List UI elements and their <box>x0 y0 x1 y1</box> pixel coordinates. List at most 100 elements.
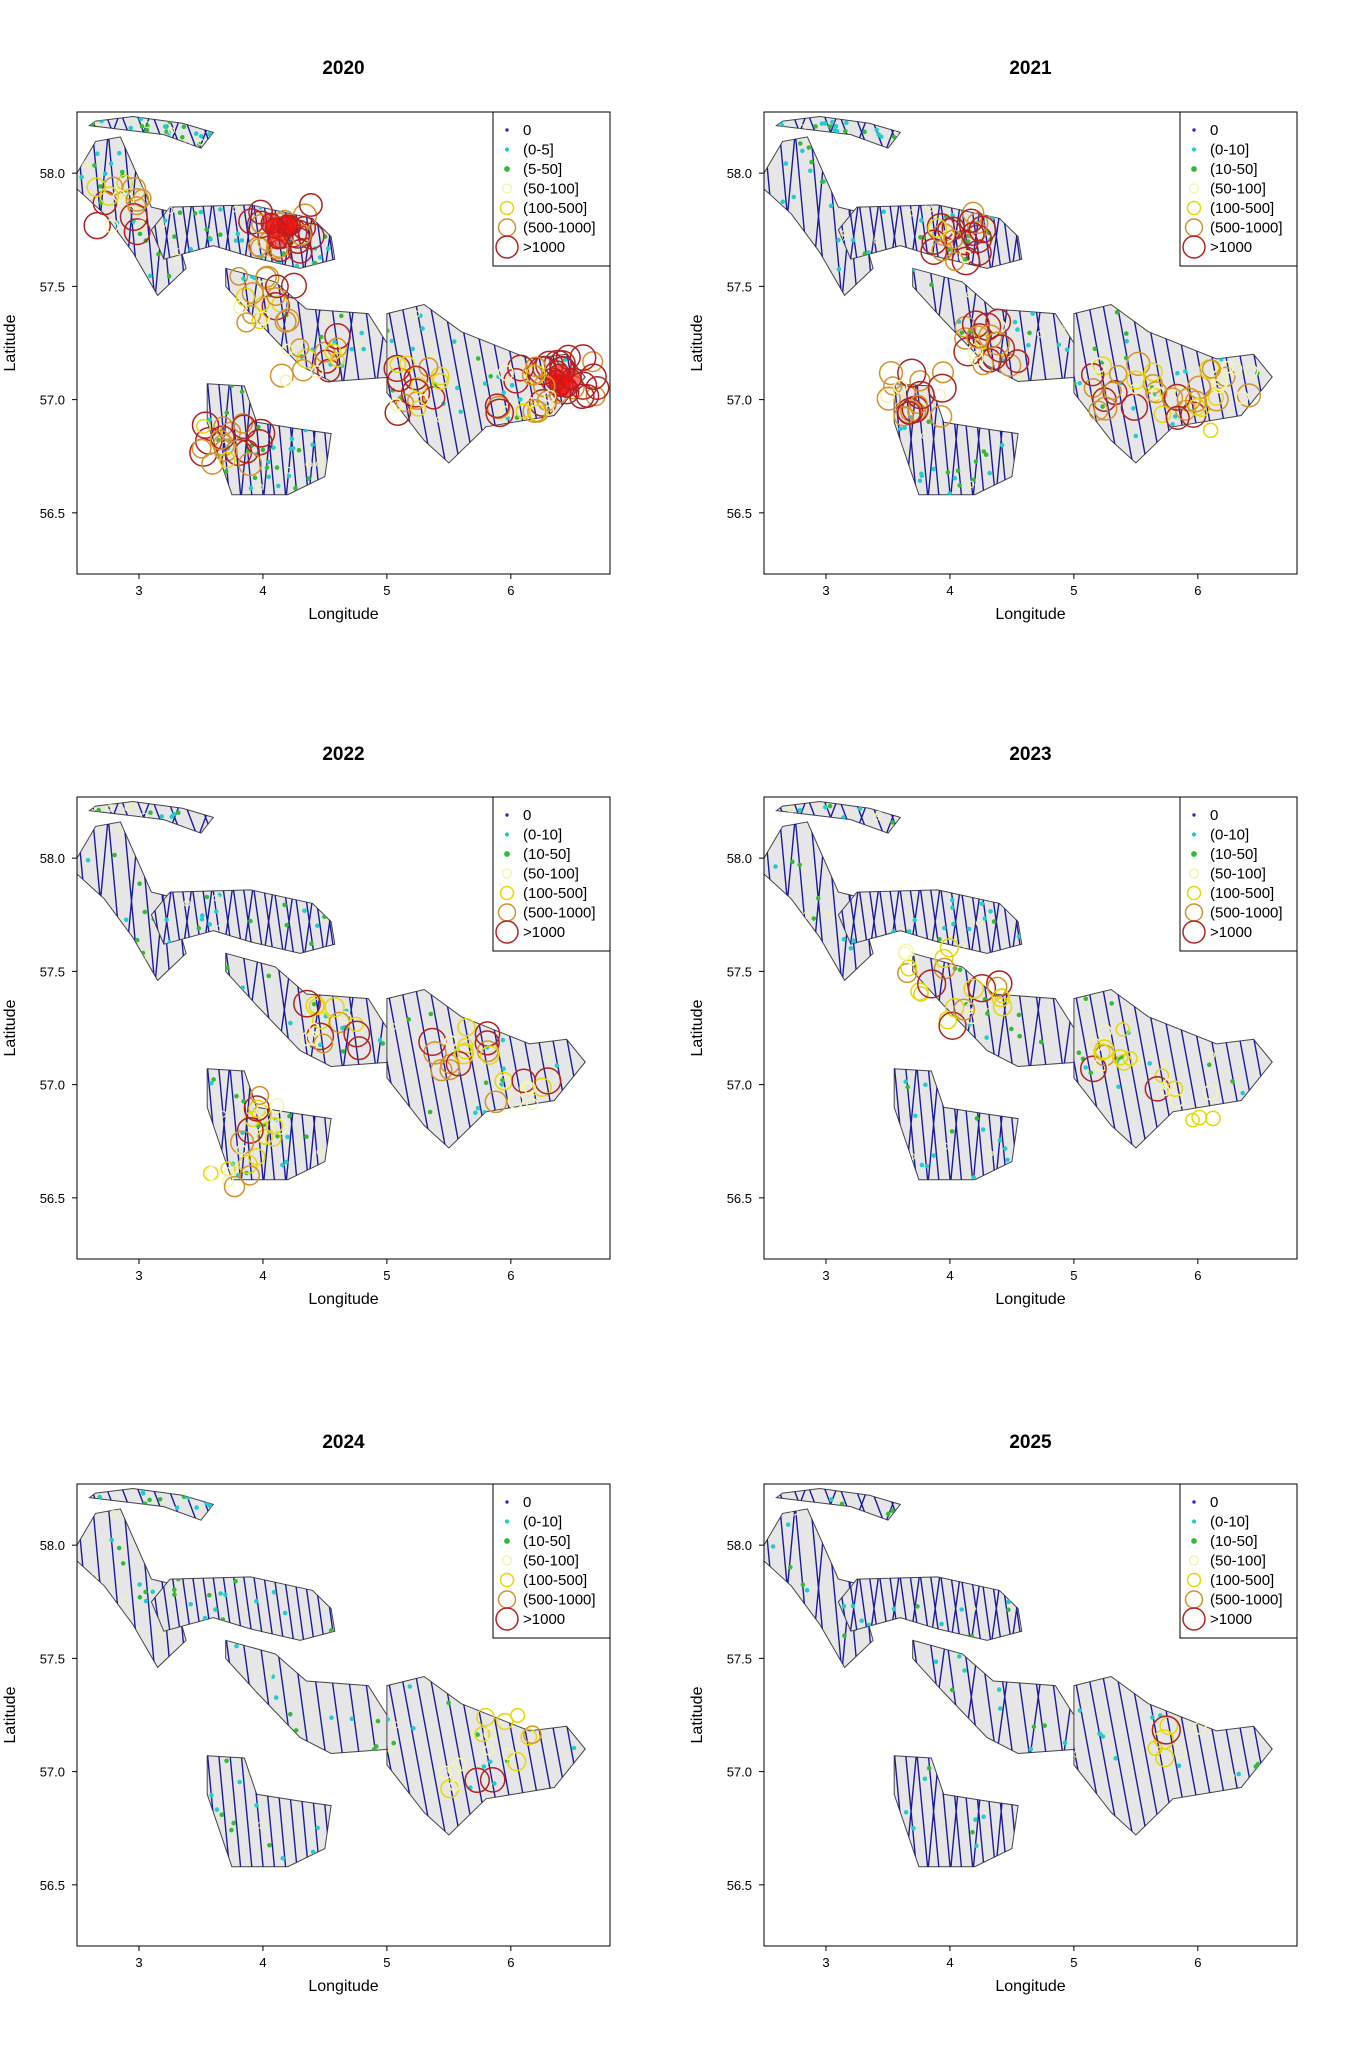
legend-symbol <box>1188 1555 1200 1566</box>
abundance-circle <box>986 976 1008 998</box>
y-tick-label: 57.0 <box>40 393 65 408</box>
detection-point <box>115 826 123 834</box>
detection-point <box>95 151 100 156</box>
abundance-circle <box>453 1044 475 1065</box>
detection-point <box>79 174 84 180</box>
detection-point <box>387 1747 395 1755</box>
detection-point <box>973 459 979 464</box>
legend-label: (10-50] <box>1210 161 1258 178</box>
detection-point <box>1175 370 1180 376</box>
abundance-circle <box>339 1011 352 1024</box>
abundance-circle <box>1126 370 1146 390</box>
legend-label: 0 <box>1210 807 1218 824</box>
detection-point <box>275 1134 280 1139</box>
abundance-circle <box>250 1085 270 1105</box>
detection-point <box>209 1792 214 1798</box>
detection-point <box>223 469 229 474</box>
detection-point <box>137 231 143 237</box>
detection-point <box>1160 1059 1168 1067</box>
detection-point <box>924 204 932 210</box>
survey-stratum-east-block <box>1073 303 1273 464</box>
legend-symbol <box>504 832 510 837</box>
detection-point <box>1006 1607 1011 1613</box>
detection-point <box>828 1497 834 1502</box>
detection-point <box>999 442 1005 448</box>
legend-label: (100-500] <box>523 200 587 217</box>
x-tick-label: 4 <box>946 1955 953 1970</box>
detection-point <box>841 1603 847 1609</box>
detection-point <box>288 1020 293 1026</box>
detection-point <box>475 356 481 361</box>
abundance-circle <box>1115 1022 1130 1037</box>
detection-point <box>177 210 183 215</box>
detection-point <box>1058 325 1066 333</box>
detection-point <box>200 913 205 918</box>
abundance-circle <box>931 361 955 384</box>
legend-label: (50-100] <box>1210 866 1266 883</box>
detection-point <box>172 1587 177 1593</box>
detection-point <box>1016 934 1022 939</box>
map-panel-2023: 2023 3 4 5 6 56.5 57.0 57.5 58.0 Longitude Latitud… <box>689 744 1298 1308</box>
detection-point <box>785 1522 791 1527</box>
detection-point <box>1183 368 1188 374</box>
detection-point <box>188 1602 193 1607</box>
detection-point <box>121 1597 129 1605</box>
abundance-circle <box>223 1167 235 1179</box>
detection-point <box>143 121 151 129</box>
detection-point <box>931 1153 937 1158</box>
detection-point <box>213 909 219 914</box>
detection-point <box>142 909 148 915</box>
legend-label: 0 <box>523 1494 531 1511</box>
detection-point <box>175 248 182 256</box>
abundance-circle <box>233 300 247 315</box>
legend-symbol <box>1192 1500 1196 1504</box>
abundance-circle <box>900 959 918 977</box>
detection-point <box>212 894 220 902</box>
abundance-circle <box>248 1099 267 1118</box>
detection-point <box>233 238 239 243</box>
abundance-circle <box>243 1095 270 1122</box>
detection-point <box>318 334 324 340</box>
abundance-circle <box>978 324 1003 349</box>
detection-point <box>919 218 924 223</box>
detection-point <box>957 967 963 973</box>
legend-label: 0 <box>523 807 531 824</box>
abundance-circle <box>1090 357 1107 374</box>
detection-point <box>237 1779 242 1785</box>
detection-point <box>137 1594 143 1600</box>
detection-point <box>446 1700 451 1705</box>
detection-point <box>850 1603 856 1609</box>
detection-point <box>872 813 880 821</box>
detection-point <box>828 203 834 209</box>
abundance-circle <box>347 1036 372 1061</box>
detection-point <box>990 214 995 220</box>
detection-point <box>1015 327 1020 332</box>
legend: 0 (0-10] (10-50] (50-100] (100-500] (500-1000… <box>1179 1483 1298 1639</box>
detection-point <box>885 1511 891 1517</box>
legend-label: (50-100] <box>523 1553 579 1570</box>
legend-symbol <box>1186 1572 1202 1588</box>
detection-point <box>232 205 240 213</box>
legend-label: (100-500] <box>1210 1572 1274 1589</box>
abundance-circle <box>1174 385 1189 401</box>
detection-point <box>983 452 989 458</box>
detection-point <box>1077 381 1083 386</box>
detection-point <box>108 161 114 166</box>
detection-point <box>288 446 294 452</box>
transects-east-block <box>386 1676 586 1835</box>
detection-point <box>906 929 912 934</box>
dense-abundance-circle <box>260 212 282 235</box>
abundance-circle <box>281 343 294 356</box>
detection-point <box>881 209 887 214</box>
abundance-circle <box>298 193 323 217</box>
detection-point <box>386 328 390 334</box>
detection-point <box>329 1715 334 1720</box>
detection-point <box>950 898 955 903</box>
detection-point <box>166 273 172 279</box>
abundance-circle <box>258 279 274 295</box>
x-tick-label: 6 <box>507 1955 514 1970</box>
abundance-circle <box>269 363 294 388</box>
detection-point <box>823 804 828 810</box>
abundance-circle <box>1184 390 1208 413</box>
detection-point <box>905 1084 911 1090</box>
